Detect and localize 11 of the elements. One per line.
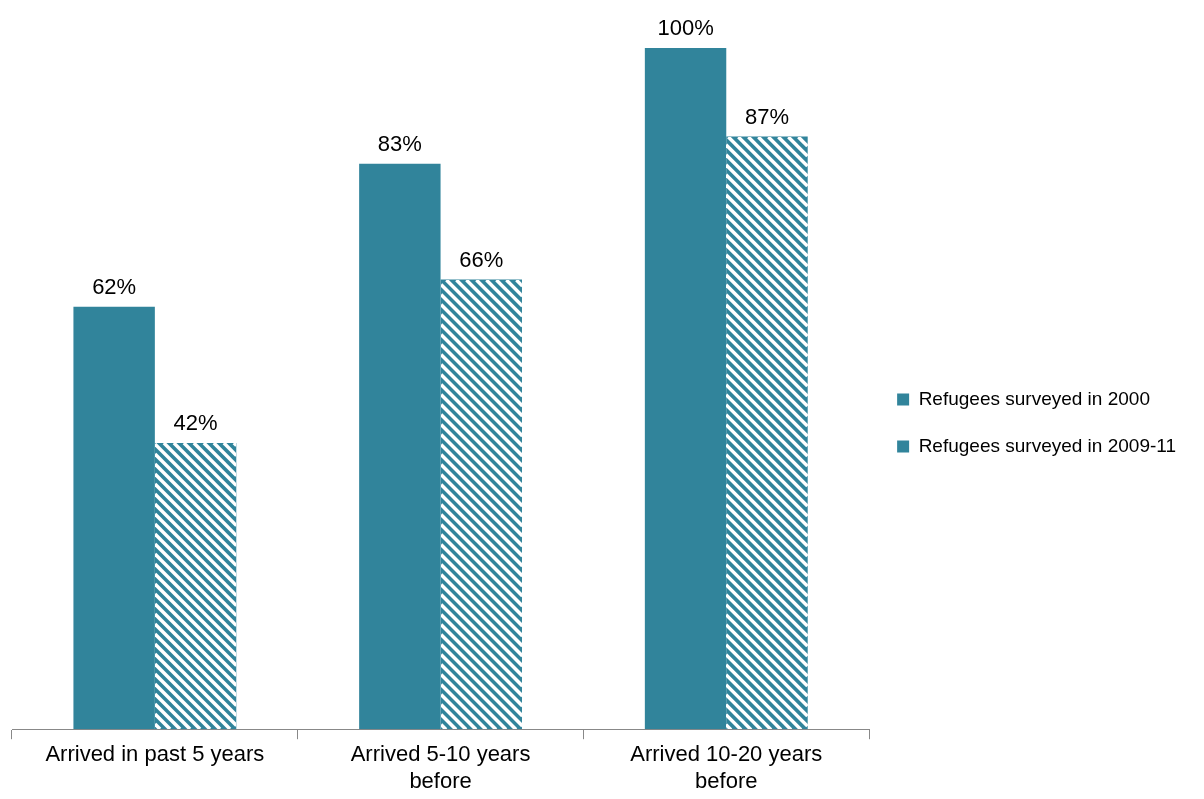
data-label: 62% <box>92 273 137 299</box>
data-label: 100% <box>657 15 714 41</box>
x-tick-label: Arrived in past 5 years <box>45 741 265 767</box>
data-label: 87% <box>744 103 790 129</box>
data-label: 66% <box>459 246 504 272</box>
legend-label: Refugees surveyed in 2000 <box>918 387 1150 409</box>
x-tick-label: Arrived 5-10 years before <box>350 741 531 793</box>
data-label: 42% <box>173 410 218 436</box>
x-tick-label: Arrived 10-20 years before <box>630 741 823 793</box>
legend-label: Refugees surveyed in 2009-11 <box>918 434 1176 456</box>
data-label: 83% <box>377 130 422 156</box>
